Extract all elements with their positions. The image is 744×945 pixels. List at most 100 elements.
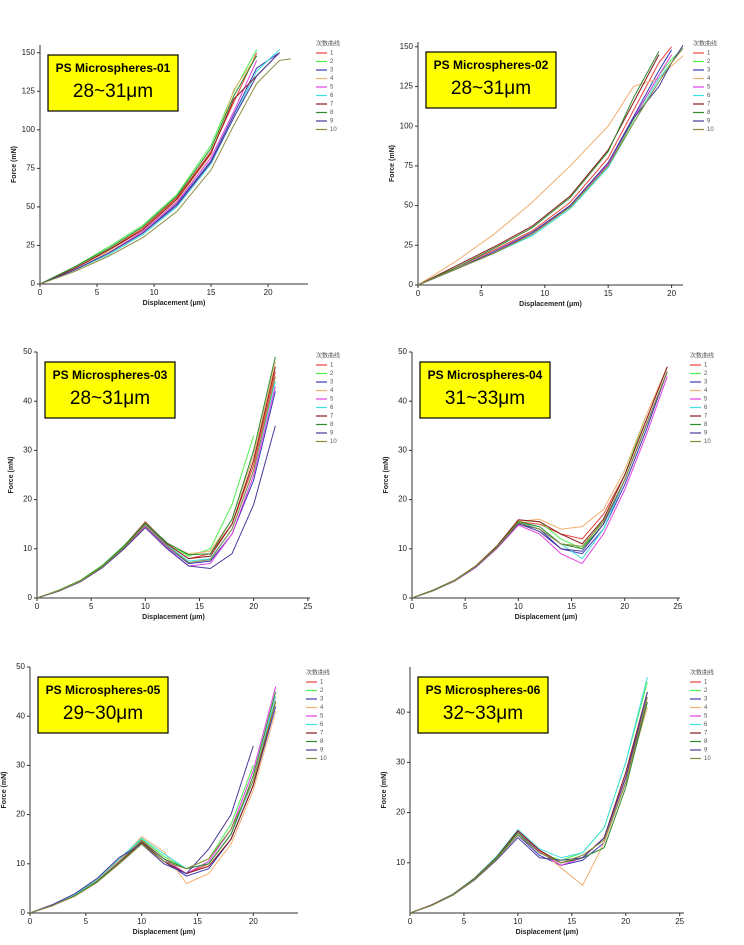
label-box-title: PS Microspheres-02: [434, 58, 549, 72]
x-tick-label: 25: [675, 917, 684, 926]
y-tick-label: 100: [400, 121, 414, 130]
legend-label: 7: [704, 414, 708, 420]
legend-label: 2: [330, 59, 334, 65]
y-tick-label: 125: [400, 82, 414, 91]
legend-label: 5: [707, 85, 711, 91]
legend-label: 3: [704, 380, 708, 386]
x-tick-label: 10: [540, 289, 549, 298]
x-tick-label: 5: [84, 917, 89, 926]
legend-label: 1: [320, 680, 324, 686]
label-box-title: PS Microspheres-04: [428, 368, 543, 382]
legend-label: 9: [320, 748, 324, 754]
x-axis-label: Displacement (μm): [519, 301, 582, 308]
label-box: [425, 51, 557, 109]
legend-label: 1: [704, 680, 708, 686]
y-tick-label: 0: [409, 280, 414, 289]
force-curve: [37, 435, 255, 598]
x-tick-label: 25: [673, 602, 682, 611]
legend-label: 6: [330, 93, 334, 99]
y-tick-label: 0: [21, 908, 26, 917]
x-tick-label: 0: [408, 917, 413, 926]
label-box-size: 28~31μm: [451, 78, 531, 99]
y-tick-label: 30: [398, 446, 407, 455]
force-curve: [40, 55, 258, 284]
x-tick-label: 10: [137, 917, 146, 926]
x-tick-label: 20: [620, 602, 629, 611]
force-curve: [412, 371, 668, 598]
label-box-size: 28~31μm: [70, 388, 150, 409]
legend-label: 1: [330, 51, 334, 57]
x-axis-label: Displacement (μm): [516, 929, 579, 936]
y-tick-label: 50: [23, 347, 32, 356]
legend-label: 7: [330, 414, 334, 420]
y-tick-label: 25: [404, 240, 413, 249]
x-tick-label: 5: [95, 288, 100, 297]
y-axis-label: Force (mN): [8, 457, 15, 494]
y-tick-label: 20: [396, 808, 405, 817]
legend-title: 次数曲线: [693, 40, 717, 48]
y-axis-label: Force (mN): [383, 457, 390, 494]
legend-title: 次数曲线: [690, 669, 714, 677]
force-curve: [30, 745, 254, 913]
x-axis-label: Displacement (μm): [142, 614, 205, 621]
legend-label: 10: [320, 756, 327, 762]
y-tick-label: 50: [16, 662, 25, 671]
legend-label: 3: [704, 697, 708, 703]
x-tick-label: 10: [141, 602, 150, 611]
legend-label: 3: [330, 380, 334, 386]
y-tick-label: 30: [16, 761, 25, 770]
y-axis-label: Force (mN): [1, 772, 8, 809]
legend-label: 5: [704, 397, 708, 403]
legend-label: 1: [707, 51, 711, 57]
force-curve: [40, 52, 280, 284]
legend-title: 次数曲线: [690, 352, 714, 360]
y-tick-label: 40: [16, 711, 25, 720]
label-box-size: 28~31μm: [73, 81, 153, 102]
legend-label: 8: [320, 739, 324, 745]
legend-label: 4: [704, 705, 708, 711]
y-tick-label: 20: [398, 495, 407, 504]
label-box-title: PS Microspheres-01: [56, 61, 171, 75]
x-tick-label: 20: [667, 289, 676, 298]
x-tick-label: 25: [303, 602, 312, 611]
legend-label: 6: [320, 722, 324, 728]
y-tick-label: 30: [23, 446, 32, 455]
x-tick-label: 5: [479, 289, 484, 298]
y-tick-label: 30: [396, 757, 405, 766]
y-tick-label: 10: [398, 544, 407, 553]
legend-label: 7: [704, 731, 708, 737]
y-tick-label: 40: [396, 707, 405, 716]
x-tick-label: 5: [89, 602, 94, 611]
label-box-title: PS Microspheres-06: [426, 683, 541, 697]
force-curve: [410, 707, 648, 913]
legend-label: 8: [704, 739, 708, 745]
legend-label: 5: [330, 85, 334, 91]
legend-label: 8: [330, 422, 334, 428]
legend-label: 4: [704, 388, 708, 394]
x-tick-label: 15: [604, 289, 613, 298]
label-box-size: 31~33μm: [445, 388, 525, 409]
force-curve: [37, 376, 276, 598]
legend-label: 2: [704, 371, 708, 377]
legend-label: 7: [320, 731, 324, 737]
x-tick-label: 20: [264, 288, 273, 297]
x-tick-label: 10: [514, 602, 523, 611]
x-tick-label: 20: [249, 602, 258, 611]
y-axis-label: Force (mN): [11, 146, 18, 183]
y-tick-label: 50: [26, 202, 35, 211]
legend-label: 6: [704, 405, 708, 411]
y-tick-label: 0: [403, 593, 408, 602]
x-tick-label: 5: [462, 917, 467, 926]
force-curve: [410, 702, 648, 913]
y-tick-label: 40: [23, 396, 32, 405]
legend-label: 7: [707, 102, 711, 108]
x-tick-label: 15: [207, 288, 216, 297]
legend-label: 6: [330, 405, 334, 411]
force-curve: [410, 696, 648, 913]
x-axis-label: Displacement (μm): [143, 300, 206, 307]
y-tick-label: 50: [404, 201, 413, 210]
x-tick-label: 15: [193, 917, 202, 926]
